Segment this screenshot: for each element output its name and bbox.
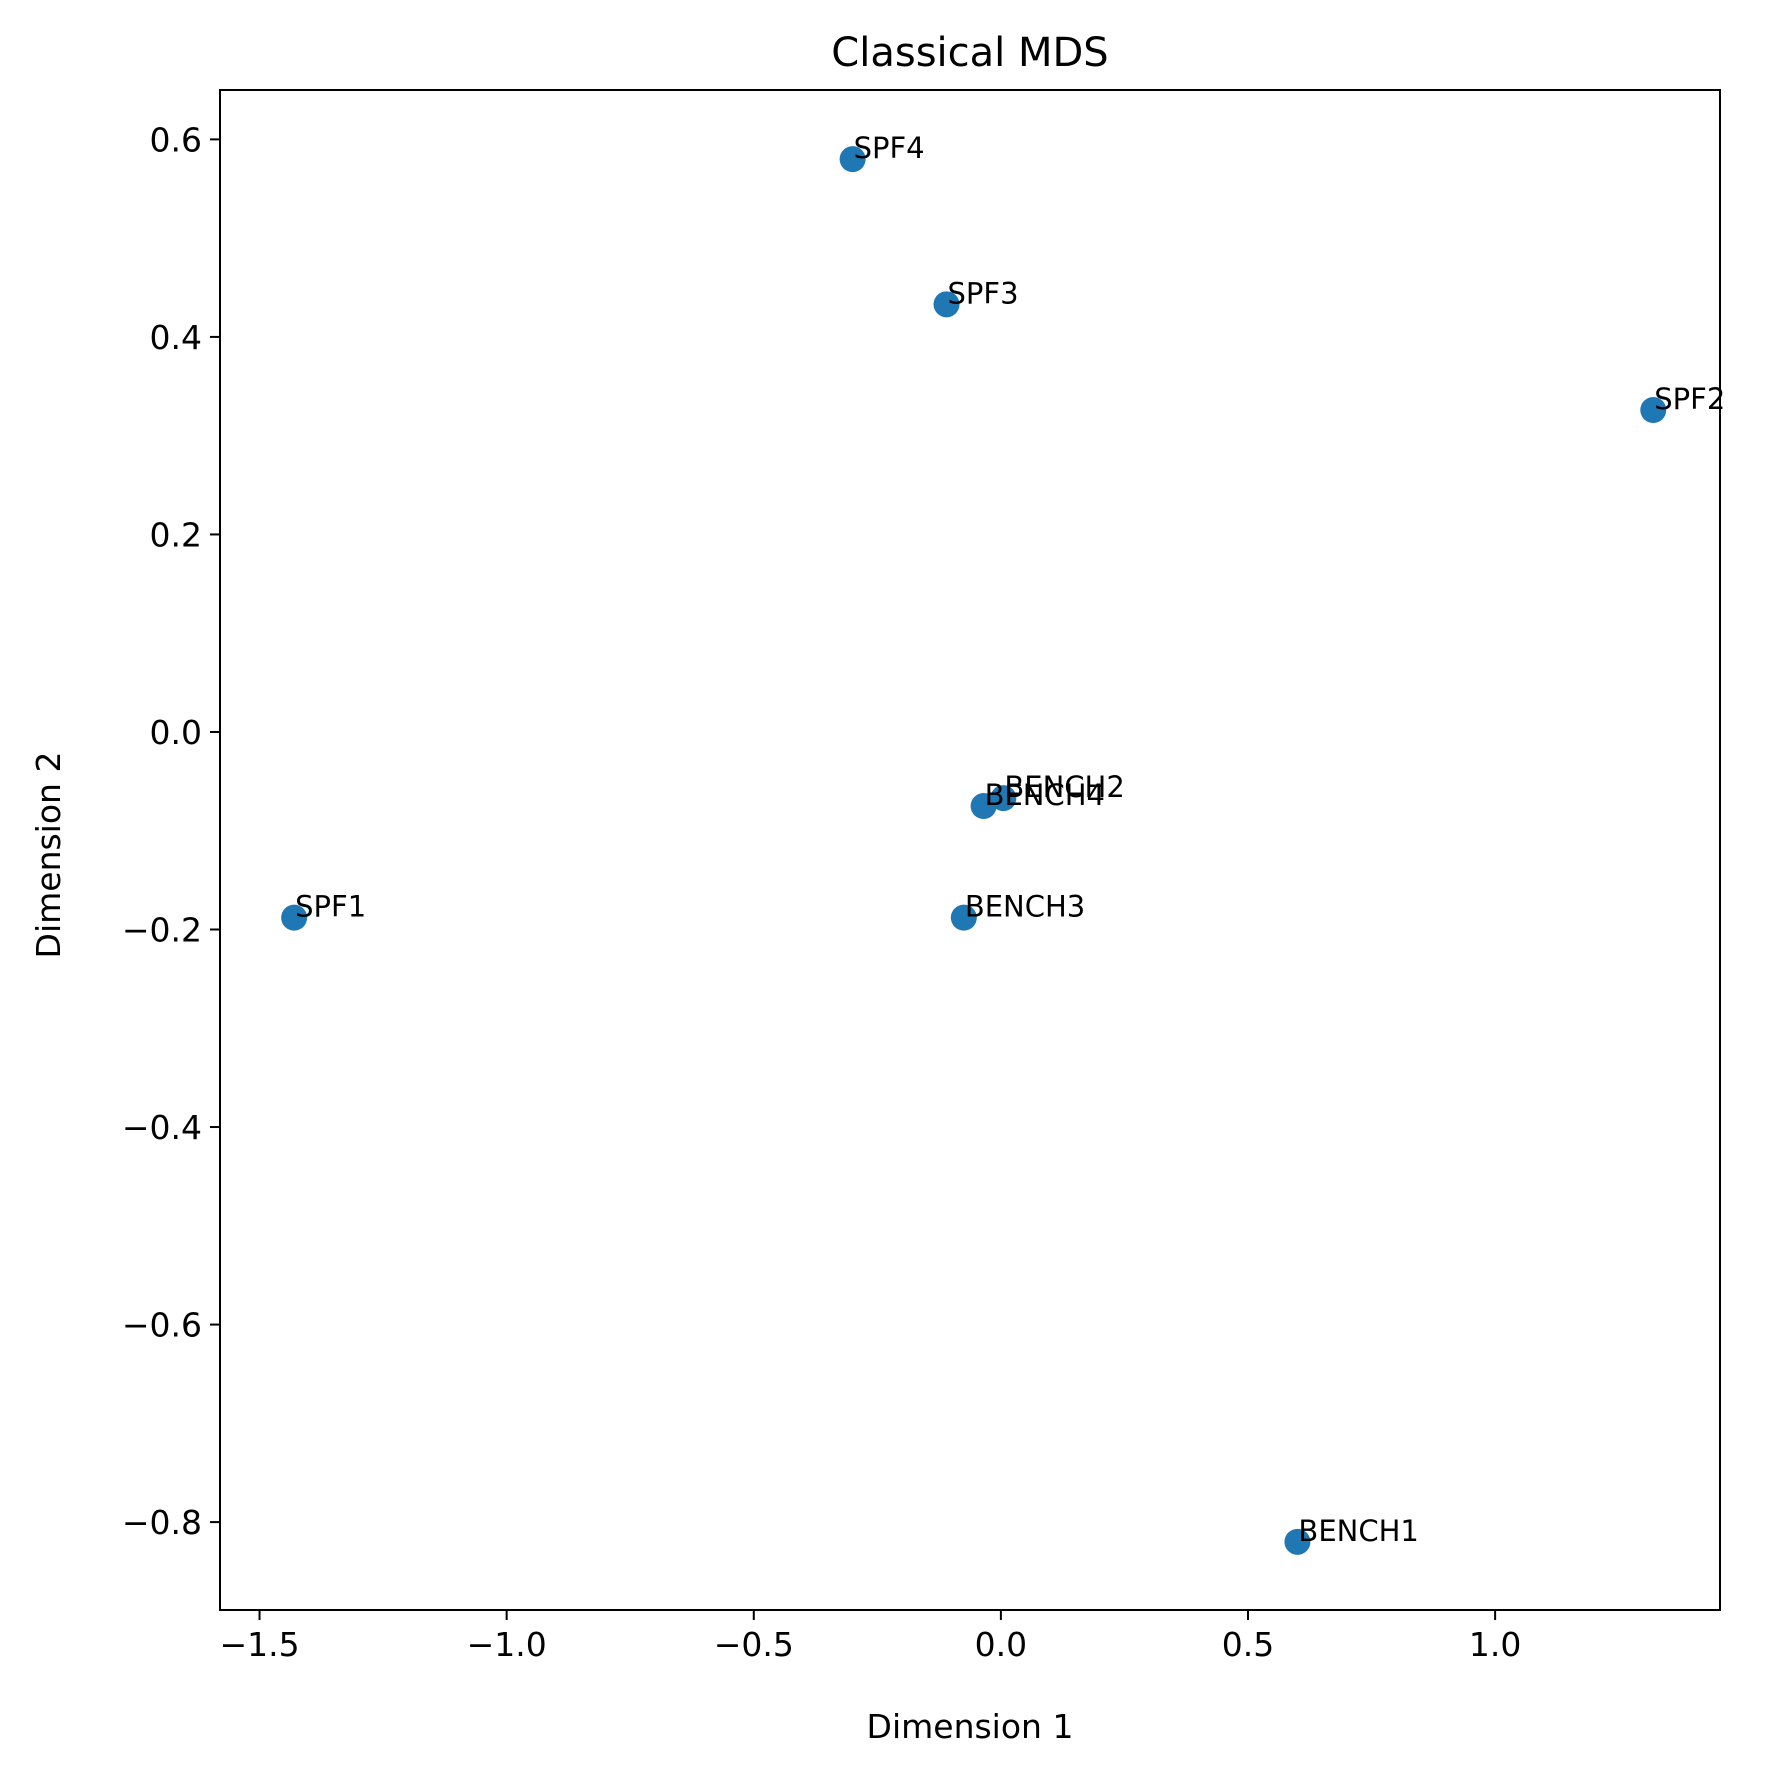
- y-tick-label: 0.6: [150, 120, 202, 159]
- point-label-bench3: BENCH3: [965, 890, 1085, 924]
- y-tick-label: −0.4: [122, 1108, 202, 1147]
- point-label-bench2: BENCH2: [1004, 770, 1124, 804]
- scatter-point-spf1: [281, 904, 308, 931]
- point-label-bench4: BENCH4: [985, 778, 1105, 812]
- scatter-point-bench4: [970, 793, 997, 820]
- point-label-bench1: BENCH1: [1298, 1514, 1418, 1548]
- plot-area-frame: [219, 89, 1721, 1611]
- x-tick-label: 0.5: [1222, 1625, 1274, 1664]
- x-tick-label: 0.0: [975, 1625, 1027, 1664]
- point-label-spf3: SPF3: [948, 276, 1019, 310]
- scatter-point-spf2: [1640, 397, 1667, 423]
- scatter-point-bench2: [990, 785, 1017, 812]
- x-tick-label: −1.5: [219, 1625, 299, 1664]
- x-axis-label: Dimension 1: [867, 1707, 1074, 1746]
- y-tick-label: −0.6: [122, 1306, 202, 1345]
- point-label-spf4: SPF4: [854, 131, 925, 165]
- y-tick-label: 0.4: [150, 318, 202, 357]
- scatter-point-spf3: [933, 291, 960, 318]
- point-label-spf1: SPF1: [295, 890, 366, 924]
- x-tick-label: 1.0: [1469, 1625, 1521, 1664]
- x-tick-label: −1.0: [467, 1625, 547, 1664]
- scatter-point-bench1: [1284, 1528, 1311, 1555]
- scatter-point-spf4: [839, 146, 866, 173]
- y-tick-label: 0.0: [150, 713, 202, 752]
- y-axis-label: Dimension 2: [29, 752, 68, 959]
- y-tick-label: −0.2: [122, 911, 202, 950]
- chart-title: Classical MDS: [831, 30, 1108, 76]
- y-tick-label: 0.2: [150, 515, 202, 554]
- y-tick-label: −0.8: [122, 1503, 202, 1542]
- x-tick-label: −0.5: [714, 1625, 794, 1664]
- scatter-point-bench3: [950, 904, 977, 931]
- point-label-spf2: SPF2: [1654, 382, 1725, 416]
- axis-ticks: −1.5 −1.0 −0.5 0.0 0.5 1.0 0.6 0.4 0.2 0.0 −0.2 −0.…: [122, 120, 1522, 1664]
